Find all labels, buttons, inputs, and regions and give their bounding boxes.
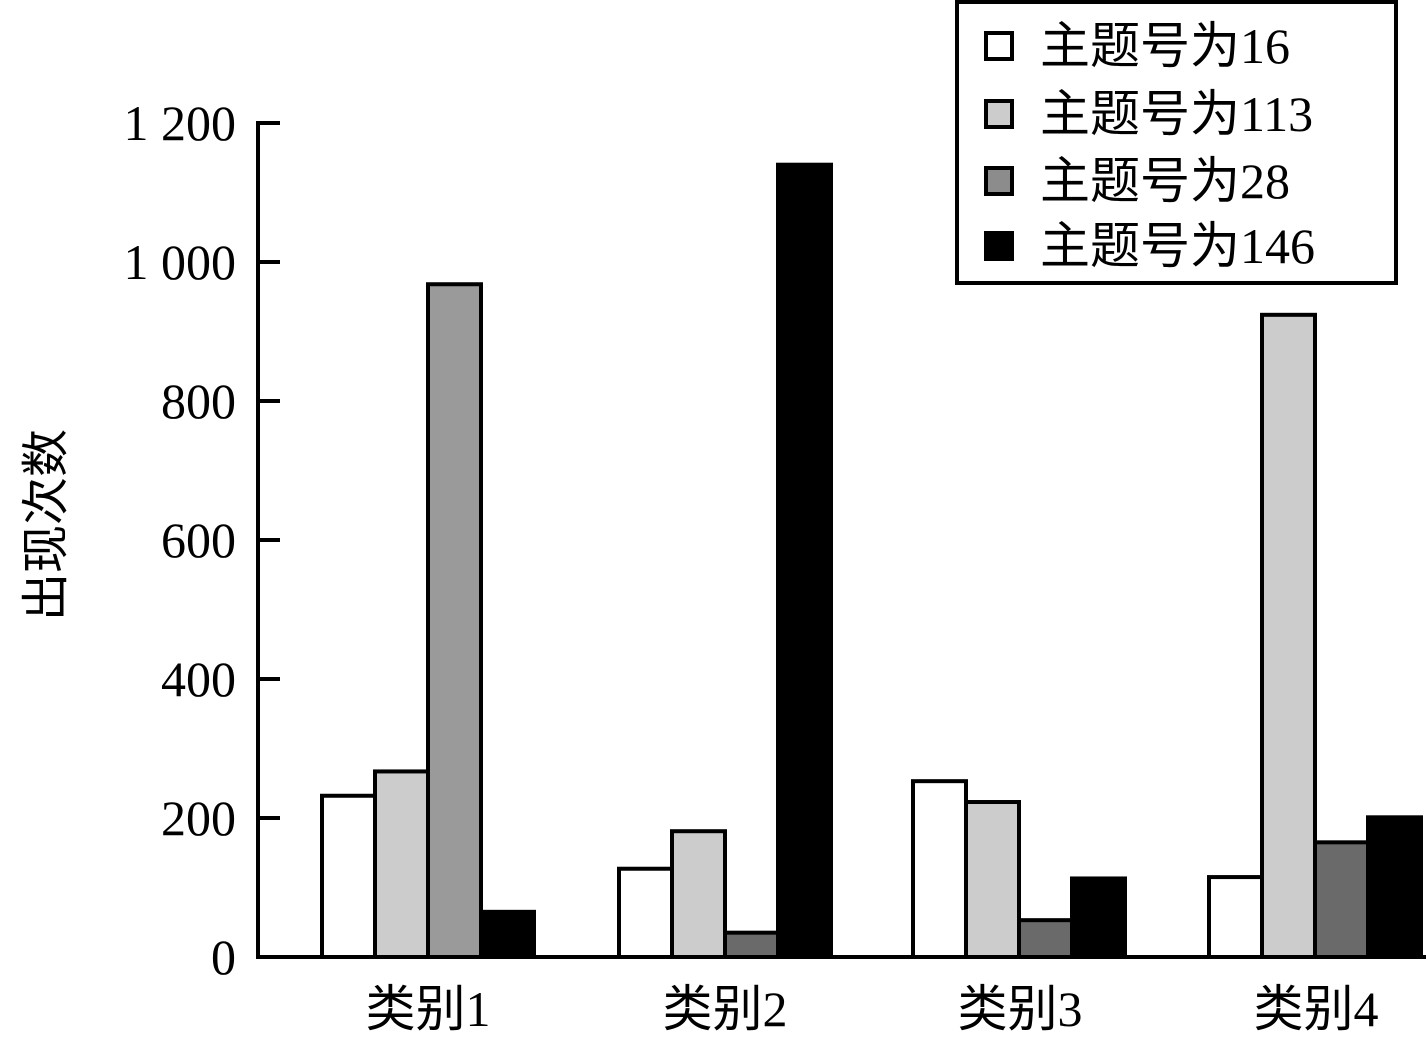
bar-3-1 [911,779,968,959]
bar-2-1 [617,866,674,959]
bar-4-4 [1366,815,1423,959]
x-category-label: 类别3 [958,981,1083,1037]
y-tick-label: 400 [161,651,236,707]
x-categories-layer: 类别1 类别2 类别3 类别4 [366,981,1379,1037]
legend-box [955,0,1398,285]
bar-1-1 [320,793,377,960]
bar-1-3 [426,282,483,959]
bar-4-3 [1313,840,1370,960]
legend-swatch [984,99,1014,129]
legend-label: 主题号为146 [1040,218,1315,274]
y-tick-label: 800 [161,373,236,429]
legend-swatch [984,231,1014,261]
y-tick-label: 200 [161,790,236,846]
bar-2-2 [670,829,727,960]
bar-3-4 [1070,876,1127,960]
legend-swatch [984,166,1014,196]
y-ticks-layer: 0 200 400 600 800 1 000 1 200 [124,95,280,985]
legend: 主题号为16 主题号为113 主题号为28 主题号为146 [955,0,1398,285]
x-category-label: 类别1 [366,981,491,1037]
bar-1-2 [373,769,430,959]
bar-2-4 [776,162,833,959]
legend-swatch [984,31,1014,61]
bar-2-3 [723,930,780,959]
y-tick-label: 1 000 [124,234,237,290]
bar-4-2 [1260,312,1317,959]
bar-3-3 [1017,918,1074,959]
legend-label: 主题号为28 [1040,153,1290,209]
y-tick-label: 600 [161,512,236,568]
x-category-label: 类别2 [663,981,788,1037]
legend-label: 主题号为113 [1040,86,1313,142]
y-axis-label: 出现次数 [20,429,73,621]
y-tick-label: 0 [211,929,236,985]
bar-4-1 [1207,875,1264,960]
y-tick-label: 1 200 [124,95,237,151]
bar-3-2 [964,800,1021,960]
x-category-label: 类别4 [1254,981,1379,1037]
legend-label: 主题号为16 [1040,18,1290,74]
bar-1-4 [479,909,536,960]
